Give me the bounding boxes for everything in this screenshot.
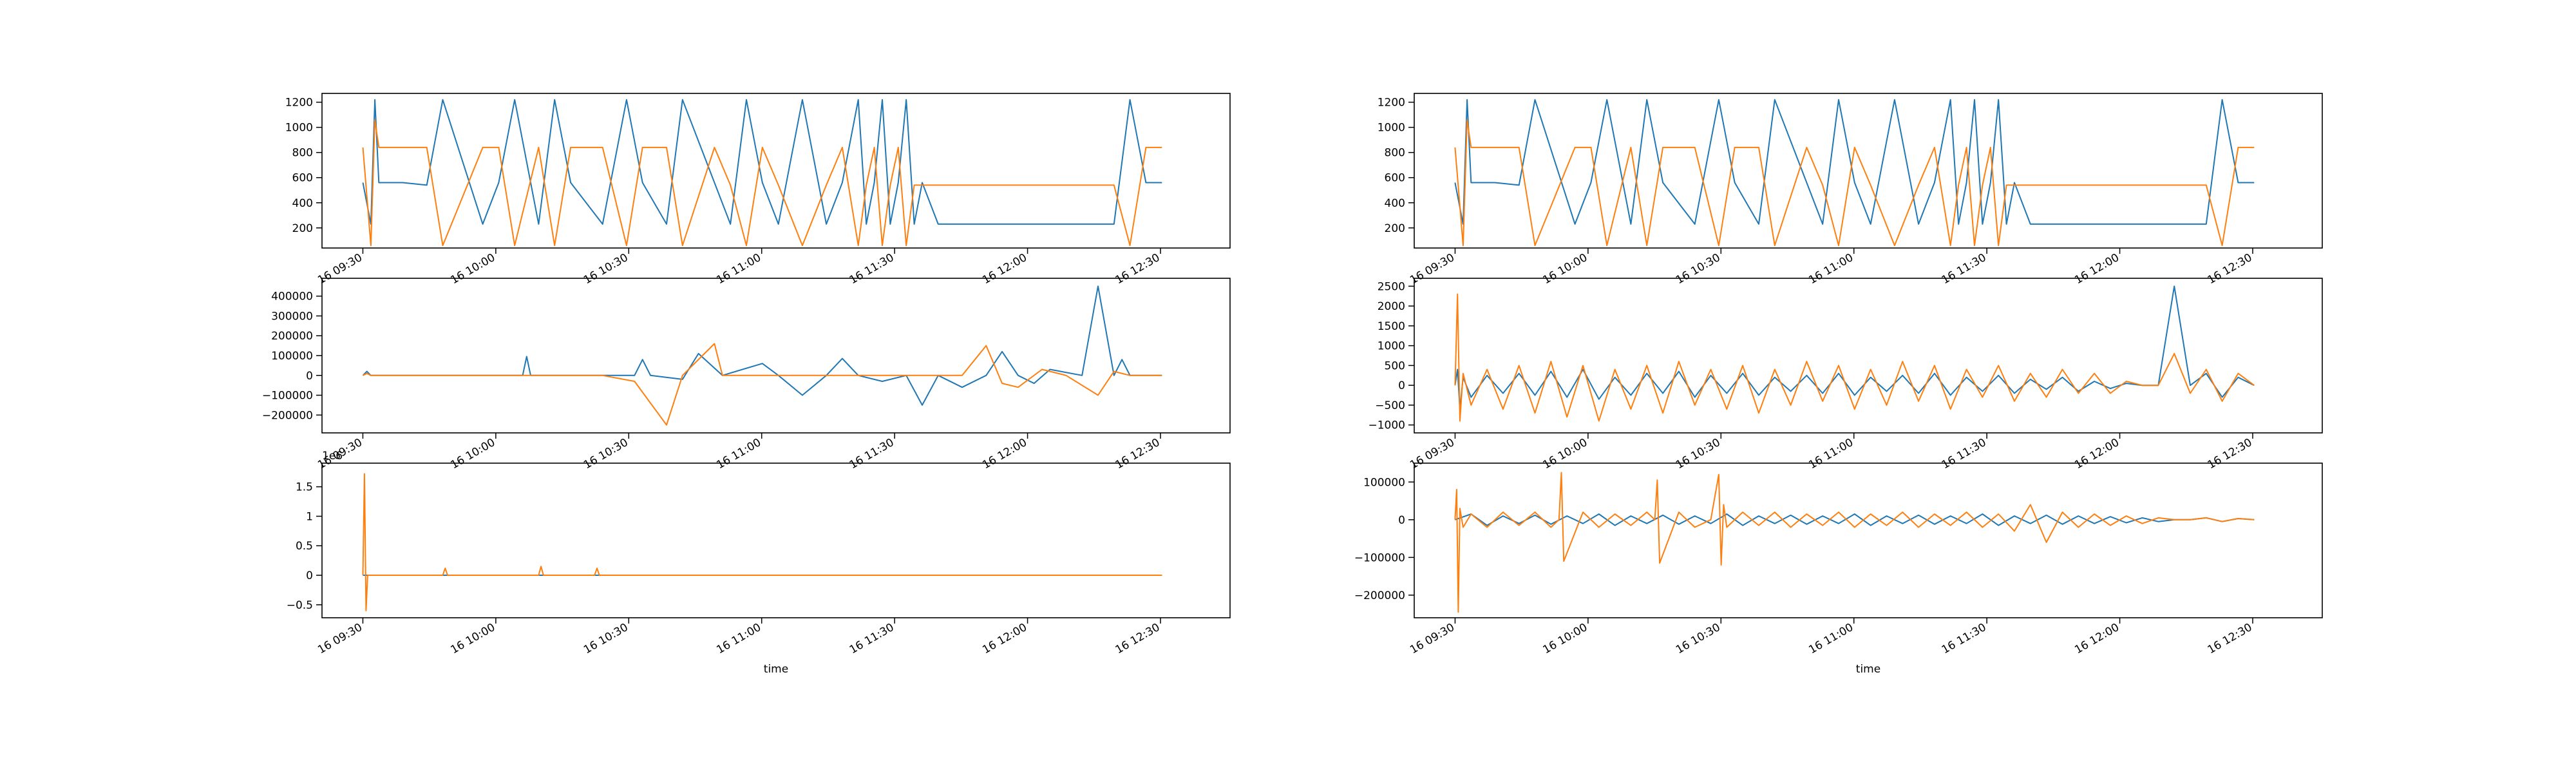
- chart-0-frame: [321, 93, 1231, 249]
- chart-4-ytick-label-4: 1000: [1378, 340, 1405, 353]
- chart-2-ytick-label-3: 1: [306, 510, 313, 523]
- chart-5-frame: [1414, 463, 2323, 618]
- chart-3-ytick-label-4: 1000: [1378, 122, 1405, 135]
- chart-3-ytick-label-1: 400: [1385, 197, 1405, 210]
- chart-3-series-1-line: [1454, 119, 2255, 247]
- chart-1-ytick-label-1: −100000: [262, 390, 313, 403]
- chart-2-ytick-label-4: 1.5: [296, 481, 313, 494]
- chart-3-frame: [1414, 93, 2323, 249]
- chart-4-ytick-label-6: 2000: [1378, 300, 1405, 313]
- chart-1-ytick-label-2: 0: [306, 370, 313, 383]
- chart-5-ytick-label-2: 0: [1398, 514, 1405, 527]
- chart-0-series-0-line: [362, 99, 1162, 225]
- chart-2-ytick-label-2: 0.5: [296, 540, 313, 553]
- chart-0-ytick-label-0: 200: [292, 222, 313, 235]
- chart-2-ytick-label-1: 0: [306, 569, 313, 582]
- chart-5-series-0-line: [1455, 513, 2255, 526]
- chart-3-ytick-label-5: 1200: [1378, 97, 1405, 110]
- chart-0-ytick-label-4: 1000: [285, 122, 313, 135]
- chart-2-series-1-line: [362, 473, 1162, 611]
- chart-4-ytick-label-3: 500: [1385, 359, 1405, 372]
- chart-3-ytick-label-3: 800: [1385, 147, 1405, 160]
- chart-4-ytick-label-7: 2500: [1378, 280, 1405, 293]
- chart-1-ytick-label-0: −200000: [262, 409, 313, 422]
- chart-0-ytick-label-1: 400: [292, 197, 313, 210]
- chart-2-offset-text: 1e6: [322, 450, 343, 463]
- chart-2-xlabel: time: [764, 663, 788, 676]
- chart-0-ytick-label-2: 600: [292, 172, 313, 185]
- chart-1-series-1-line: [363, 343, 1162, 426]
- chart-5-ytick-label-0: −200000: [1354, 589, 1405, 602]
- chart-2-frame: [321, 463, 1231, 618]
- chart-0-series-1-line: [362, 119, 1162, 247]
- chart-1-ytick-label-3: 100000: [271, 350, 313, 363]
- chart-4-ytick-label-0: −1000: [1368, 419, 1405, 432]
- chart-0-ytick-label-5: 1200: [285, 97, 313, 110]
- chart-3-ytick-label-0: 200: [1385, 222, 1405, 235]
- chart-4-frame: [1414, 278, 2323, 434]
- chart-1-ytick-label-5: 300000: [271, 310, 313, 323]
- chart-5-ytick-label-1: −100000: [1354, 551, 1405, 564]
- chart-4-ytick-label-2: 0: [1398, 379, 1405, 392]
- chart-3-ytick-label-2: 600: [1385, 172, 1405, 185]
- chart-5-xlabel: time: [1856, 663, 1880, 676]
- chart-5-series-1-line: [1454, 472, 2255, 613]
- chart-3-series-0-line: [1454, 99, 2255, 225]
- chart-1-ytick-label-4: 200000: [271, 330, 313, 343]
- chart-2-ytick-label-0: −0.5: [287, 599, 313, 612]
- chart-4-ytick-label-1: −500: [1375, 399, 1405, 412]
- chart-1-ytick-label-6: 400000: [271, 291, 313, 303]
- chart-4-series-1-line: [1454, 293, 2255, 422]
- chart-5-ytick-label-3: 100000: [1363, 476, 1405, 489]
- chart-0-ytick-label-3: 800: [292, 147, 313, 160]
- chart-4-ytick-label-5: 1500: [1378, 320, 1405, 333]
